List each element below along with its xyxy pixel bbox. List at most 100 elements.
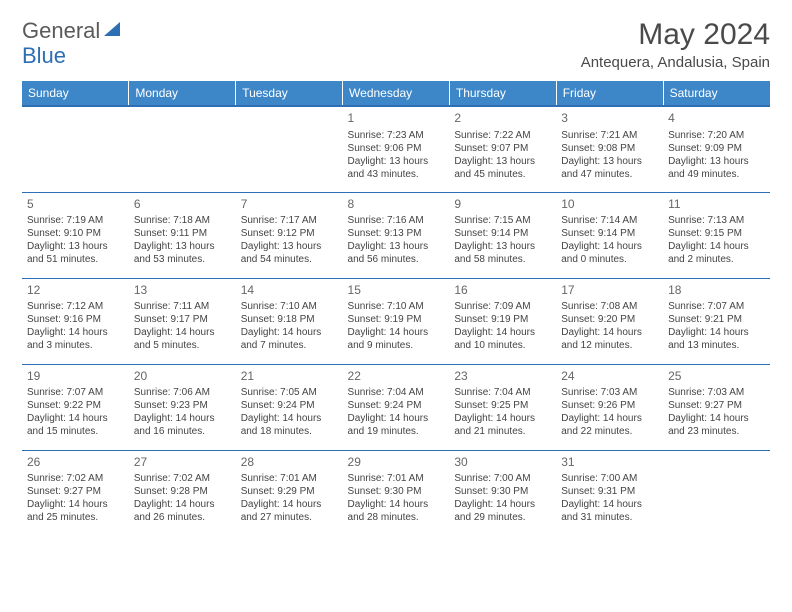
day-details: Sunrise: 7:16 AMSunset: 9:13 PMDaylight:… <box>348 214 445 266</box>
calendar-week-row: 19Sunrise: 7:07 AMSunset: 9:22 PMDayligh… <box>22 364 770 450</box>
day-details: Sunrise: 7:09 AMSunset: 9:19 PMDaylight:… <box>454 300 551 352</box>
day-number: 22 <box>348 369 445 385</box>
calendar-day-cell: 2 Sunrise: 7:22 AMSunset: 9:07 PMDaylight… <box>449 106 556 192</box>
day-details: Sunrise: 7:22 AMSunset: 9:07 PMDaylight:… <box>454 129 551 181</box>
calendar-day-cell: 27Sunrise: 7:02 AMSunset: 9:28 PMDayligh… <box>129 450 236 536</box>
calendar-day-cell: 9Sunrise: 7:15 AMSunset: 9:14 PMDaylight… <box>449 192 556 278</box>
calendar-day-cell: 30Sunrise: 7:00 AMSunset: 9:30 PMDayligh… <box>449 450 556 536</box>
day-number: 16 <box>454 283 551 299</box>
day-details: Sunrise: 7:04 AMSunset: 9:25 PMDaylight:… <box>454 386 551 438</box>
calendar-empty-cell <box>22 106 129 192</box>
day-details: Sunrise: 7:17 AMSunset: 9:12 PMDaylight:… <box>241 214 338 266</box>
day-details: Sunrise: 7:06 AMSunset: 9:23 PMDaylight:… <box>134 386 231 438</box>
day-details: Sunrise: 7:00 AMSunset: 9:30 PMDaylight:… <box>454 472 551 524</box>
weekday-header: Sunday <box>22 81 129 106</box>
calendar-empty-cell <box>663 450 770 536</box>
day-number: 14 <box>241 283 338 299</box>
day-details: Sunrise: 7:11 AMSunset: 9:17 PMDaylight:… <box>134 300 231 352</box>
calendar-day-cell: 25Sunrise: 7:03 AMSunset: 9:27 PMDayligh… <box>663 364 770 450</box>
day-details: Sunrise: 7:04 AMSunset: 9:24 PMDaylight:… <box>348 386 445 438</box>
calendar-body: 1 Sunrise: 7:23 AMSunset: 9:06 PMDaylight… <box>22 106 770 536</box>
calendar-day-cell: 21Sunrise: 7:05 AMSunset: 9:24 PMDayligh… <box>236 364 343 450</box>
day-number: 7 <box>241 197 338 213</box>
day-number: 6 <box>134 197 231 213</box>
day-details: Sunrise: 7:03 AMSunset: 9:26 PMDaylight:… <box>561 386 658 438</box>
day-number: 5 <box>27 197 124 213</box>
day-details: Sunrise: 7:10 AMSunset: 9:18 PMDaylight:… <box>241 300 338 352</box>
calendar-day-cell: 15Sunrise: 7:10 AMSunset: 9:19 PMDayligh… <box>343 278 450 364</box>
day-number: 26 <box>27 455 124 471</box>
day-details: Sunrise: 7:00 AMSunset: 9:31 PMDaylight:… <box>561 472 658 524</box>
brand-text-1: General <box>22 18 100 44</box>
day-number: 31 <box>561 455 658 471</box>
calendar-day-cell: 12Sunrise: 7:12 AMSunset: 9:16 PMDayligh… <box>22 278 129 364</box>
calendar-day-cell: 11Sunrise: 7:13 AMSunset: 9:15 PMDayligh… <box>663 192 770 278</box>
calendar-day-cell: 3Sunrise: 7:21 AMSunset: 9:08 PMDaylight… <box>556 106 663 192</box>
day-number: 15 <box>348 283 445 299</box>
day-details: Sunrise: 7:20 AMSunset: 9:09 PMDaylight:… <box>668 129 765 181</box>
day-details: Sunrise: 7:02 AMSunset: 9:27 PMDaylight:… <box>27 472 124 524</box>
calendar-table: SundayMondayTuesdayWednesdayThursdayFrid… <box>22 81 770 536</box>
day-details: Sunrise: 7:01 AMSunset: 9:29 PMDaylight:… <box>241 472 338 524</box>
weekday-header: Tuesday <box>236 81 343 106</box>
day-number: 20 <box>134 369 231 385</box>
day-details: Sunrise: 7:12 AMSunset: 9:16 PMDaylight:… <box>27 300 124 352</box>
day-details: Sunrise: 7:23 AMSunset: 9:06 PMDaylight:… <box>348 129 445 181</box>
day-number: 10 <box>561 197 658 213</box>
day-number: 1 <box>348 111 445 127</box>
weekday-header: Friday <box>556 81 663 106</box>
day-number: 29 <box>348 455 445 471</box>
calendar-day-cell: 1 Sunrise: 7:23 AMSunset: 9:06 PMDaylight… <box>343 106 450 192</box>
calendar-day-cell: 20Sunrise: 7:06 AMSunset: 9:23 PMDayligh… <box>129 364 236 450</box>
calendar-day-cell: 8Sunrise: 7:16 AMSunset: 9:13 PMDaylight… <box>343 192 450 278</box>
day-details: Sunrise: 7:14 AMSunset: 9:14 PMDaylight:… <box>561 214 658 266</box>
day-details: Sunrise: 7:01 AMSunset: 9:30 PMDaylight:… <box>348 472 445 524</box>
day-details: Sunrise: 7:08 AMSunset: 9:20 PMDaylight:… <box>561 300 658 352</box>
day-details: Sunrise: 7:13 AMSunset: 9:15 PMDaylight:… <box>668 214 765 266</box>
calendar-day-cell: 17Sunrise: 7:08 AMSunset: 9:20 PMDayligh… <box>556 278 663 364</box>
calendar-week-row: 12Sunrise: 7:12 AMSunset: 9:16 PMDayligh… <box>22 278 770 364</box>
calendar-week-row: 1 Sunrise: 7:23 AMSunset: 9:06 PMDaylight… <box>22 106 770 192</box>
calendar-day-cell: 28Sunrise: 7:01 AMSunset: 9:29 PMDayligh… <box>236 450 343 536</box>
day-number: 21 <box>241 369 338 385</box>
day-number: 11 <box>668 197 765 213</box>
calendar-day-cell: 19Sunrise: 7:07 AMSunset: 9:22 PMDayligh… <box>22 364 129 450</box>
calendar-empty-cell <box>236 106 343 192</box>
day-number: 27 <box>134 455 231 471</box>
calendar-day-cell: 29Sunrise: 7:01 AMSunset: 9:30 PMDayligh… <box>343 450 450 536</box>
day-details: Sunrise: 7:15 AMSunset: 9:14 PMDaylight:… <box>454 214 551 266</box>
calendar-day-cell: 23Sunrise: 7:04 AMSunset: 9:25 PMDayligh… <box>449 364 556 450</box>
calendar-day-cell: 6Sunrise: 7:18 AMSunset: 9:11 PMDaylight… <box>129 192 236 278</box>
day-number: 28 <box>241 455 338 471</box>
day-details: Sunrise: 7:10 AMSunset: 9:19 PMDaylight:… <box>348 300 445 352</box>
calendar-day-cell: 18Sunrise: 7:07 AMSunset: 9:21 PMDayligh… <box>663 278 770 364</box>
day-details: Sunrise: 7:05 AMSunset: 9:24 PMDaylight:… <box>241 386 338 438</box>
day-number: 4 <box>668 111 765 127</box>
day-number: 12 <box>27 283 124 299</box>
calendar-week-row: 26Sunrise: 7:02 AMSunset: 9:27 PMDayligh… <box>22 450 770 536</box>
calendar-day-cell: 14Sunrise: 7:10 AMSunset: 9:18 PMDayligh… <box>236 278 343 364</box>
weekday-header-row: SundayMondayTuesdayWednesdayThursdayFrid… <box>22 81 770 106</box>
day-number: 24 <box>561 369 658 385</box>
day-details: Sunrise: 7:18 AMSunset: 9:11 PMDaylight:… <box>134 214 231 266</box>
day-details: Sunrise: 7:03 AMSunset: 9:27 PMDaylight:… <box>668 386 765 438</box>
calendar-day-cell: 5Sunrise: 7:19 AMSunset: 9:10 PMDaylight… <box>22 192 129 278</box>
day-details: Sunrise: 7:07 AMSunset: 9:21 PMDaylight:… <box>668 300 765 352</box>
calendar-day-cell: 4 Sunrise: 7:20 AMSunset: 9:09 PMDaylight… <box>663 106 770 192</box>
calendar-week-row: 5Sunrise: 7:19 AMSunset: 9:10 PMDaylight… <box>22 192 770 278</box>
day-number: 2 <box>454 111 551 127</box>
brand-logo: General <box>22 18 122 44</box>
sail-icon <box>104 22 120 36</box>
calendar-empty-cell <box>129 106 236 192</box>
weekday-header: Saturday <box>663 81 770 106</box>
calendar-day-cell: 7Sunrise: 7:17 AMSunset: 9:12 PMDaylight… <box>236 192 343 278</box>
calendar-day-cell: 22Sunrise: 7:04 AMSunset: 9:24 PMDayligh… <box>343 364 450 450</box>
calendar-day-cell: 16Sunrise: 7:09 AMSunset: 9:19 PMDayligh… <box>449 278 556 364</box>
calendar-day-cell: 31Sunrise: 7:00 AMSunset: 9:31 PMDayligh… <box>556 450 663 536</box>
day-number: 30 <box>454 455 551 471</box>
day-number: 8 <box>348 197 445 213</box>
day-details: Sunrise: 7:07 AMSunset: 9:22 PMDaylight:… <box>27 386 124 438</box>
day-details: Sunrise: 7:02 AMSunset: 9:28 PMDaylight:… <box>134 472 231 524</box>
day-number: 13 <box>134 283 231 299</box>
calendar-day-cell: 26Sunrise: 7:02 AMSunset: 9:27 PMDayligh… <box>22 450 129 536</box>
